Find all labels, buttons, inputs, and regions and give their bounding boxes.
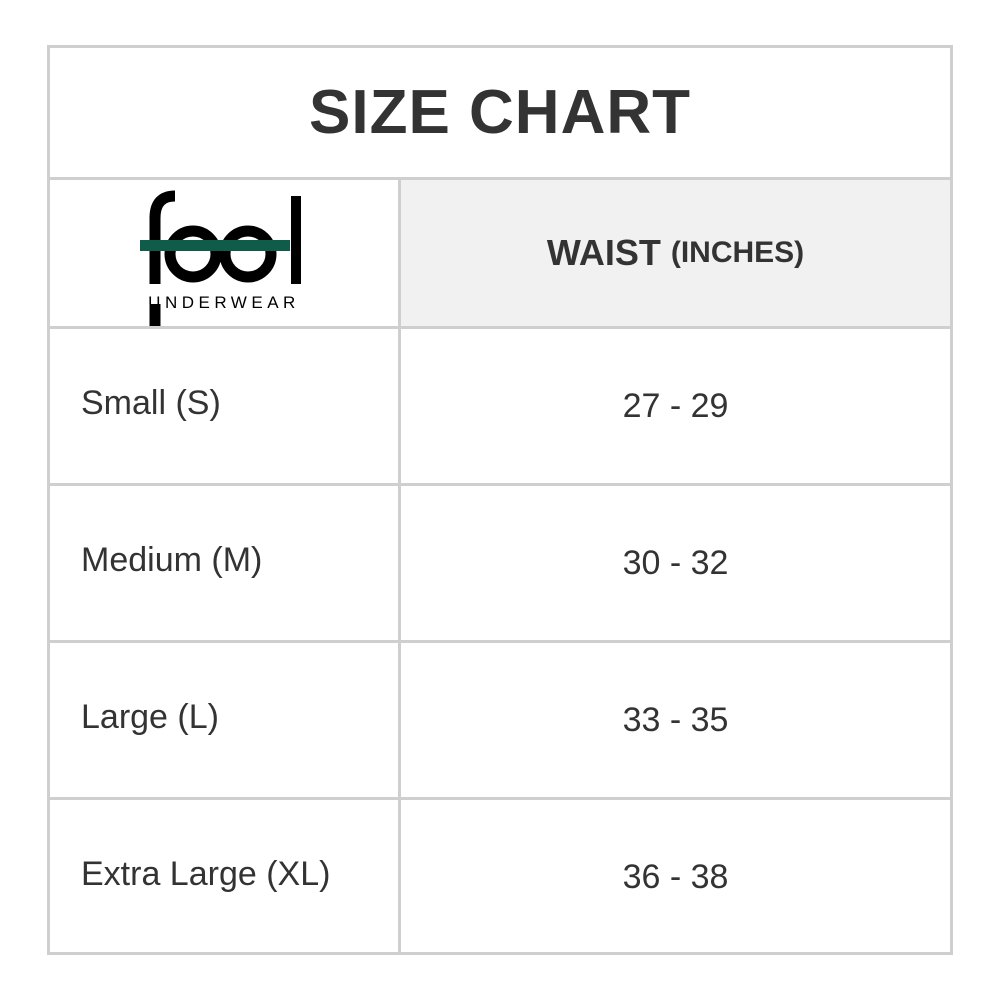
waist-value: 33 - 35 xyxy=(622,700,729,739)
column-header-waist: WAIST (INCHES) xyxy=(401,180,950,326)
column-divider xyxy=(398,177,401,952)
table-row: Large (L) 33 - 35 xyxy=(50,643,950,797)
size-label: Large (L) xyxy=(81,697,219,736)
divider xyxy=(50,640,950,643)
size-label: Extra Large (XL) xyxy=(81,854,331,893)
divider xyxy=(50,797,950,800)
header-unit: (INCHES) xyxy=(670,236,805,269)
header-measure: WAIST xyxy=(546,232,661,273)
page-title: SIZE CHART xyxy=(309,78,691,147)
waist-value: 30 - 32 xyxy=(622,543,729,582)
size-chart-table: SIZE CHART UNDERWEAR WAIST (INCHES) Smal… xyxy=(47,45,953,955)
size-label: Small (S) xyxy=(81,383,221,422)
divider xyxy=(50,483,950,486)
brand-logo: UNDERWEAR xyxy=(50,180,398,326)
logo-subtext: UNDERWEAR xyxy=(148,293,300,312)
table-row: Small (S) 27 - 29 xyxy=(50,329,950,483)
divider xyxy=(50,177,950,180)
divider xyxy=(50,326,950,329)
size-label: Medium (M) xyxy=(81,540,263,579)
waist-value: 36 - 38 xyxy=(622,857,729,896)
table-row: Medium (M) 30 - 32 xyxy=(50,486,950,640)
table-row: Extra Large (XL) 36 - 38 xyxy=(50,800,950,952)
waist-value: 27 - 29 xyxy=(622,386,729,425)
